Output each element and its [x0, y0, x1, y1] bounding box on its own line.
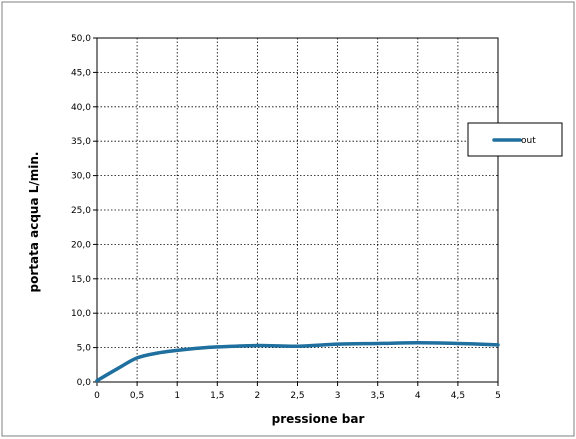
series-layer — [95, 341, 500, 383]
x-tick-label: 0,5 — [130, 391, 144, 401]
y-axis-title: portata acqua L/min. — [27, 152, 41, 293]
x-tick-label: 5 — [495, 391, 501, 401]
x-axis-title: pressione bar — [272, 412, 365, 426]
x-tick-label: 0 — [94, 391, 100, 401]
y-tick-label: 25,0 — [71, 206, 91, 216]
y-tick-label: 5,0 — [77, 344, 92, 354]
y-tick-label: 50,0 — [71, 34, 91, 44]
x-tick-label: 3 — [335, 391, 341, 401]
x-tick-label: 1,5 — [210, 391, 224, 401]
series-line-out — [95, 341, 500, 383]
y-tick-label: 35,0 — [71, 137, 91, 147]
y-tick-label: 10,0 — [71, 309, 91, 319]
x-tick-label: 2 — [255, 391, 261, 401]
y-tick-label: 0,0 — [77, 378, 92, 388]
y-axis-ticks: 0,0 5,0 10,0 15,0 20,0 25,0 30,0 35,0 40,0 45,0 50… — [71, 34, 97, 388]
grid — [97, 38, 498, 382]
y-tick-label: 45,0 — [71, 68, 91, 78]
legend-label-out: out — [521, 136, 536, 146]
x-tick-label: 4 — [415, 391, 421, 401]
x-tick-label: 2,5 — [290, 391, 304, 401]
x-tick-label: 4,5 — [451, 391, 465, 401]
x-axis-ticks: 0 0,5 1 1,5 2 2,5 3 3,5 4 4,5 5 — [94, 382, 501, 401]
x-tick-label: 1 — [174, 391, 180, 401]
legend: out — [467, 122, 563, 157]
y-tick-label: 40,0 — [71, 103, 91, 113]
y-tick-label: 15,0 — [71, 275, 91, 285]
x-tick-label: 3,5 — [371, 391, 385, 401]
y-tick-label: 30,0 — [71, 172, 91, 182]
y-tick-label: 20,0 — [71, 240, 91, 250]
